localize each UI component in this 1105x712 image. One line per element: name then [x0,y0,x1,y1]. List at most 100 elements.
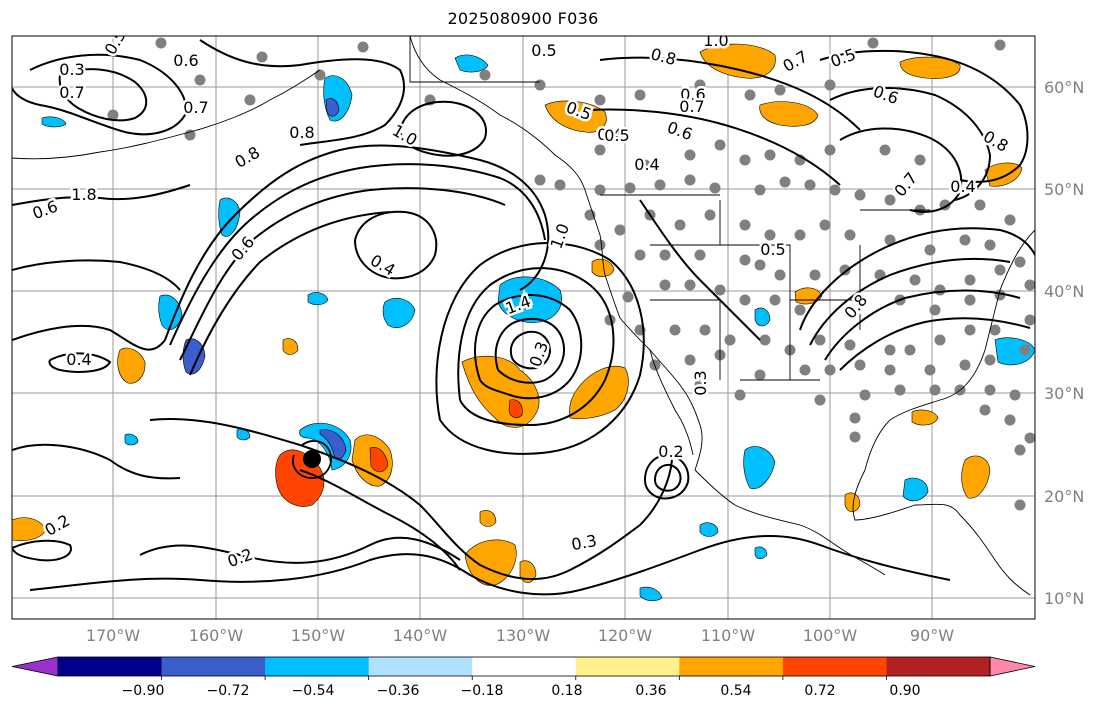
contour-line [599,56,861,131]
station-dot [754,369,766,381]
contour-label-halo: 0.7 [183,98,208,117]
station-dot [674,219,686,231]
station-dot [914,154,926,166]
station-dot [1004,214,1016,226]
coastline-alaska-islands [12,69,321,160]
contour-label-halo: 0.2 [658,442,683,461]
contour-line [12,184,191,206]
contour-label: 0.4 [66,350,91,369]
station-dot [839,264,851,276]
contour-label-halo: 0.4 [66,350,91,369]
contour-line [639,199,761,341]
shade-positive [282,338,299,355]
shade-positive [911,409,939,426]
station-dot [934,284,946,296]
station-dot [964,294,976,306]
contour-line [179,187,506,361]
station-dot [994,264,1006,276]
lat-label: 30°N [1044,384,1085,403]
contour-label: 1.8 [71,185,96,204]
station-dot [774,84,786,96]
station-dot [799,364,811,376]
station-dot [764,149,776,161]
shade-positive [961,455,991,499]
colorbar-tick-label: 0.36 [635,683,667,699]
shade-negative [754,307,771,327]
lon-label: 140°W [392,626,448,645]
contour-line [494,318,565,384]
contour-label: 0.7 [679,97,704,116]
contour-label-halo: 0.6 [173,51,198,70]
station-dot [659,279,671,291]
map-border [11,35,1036,620]
shade-positive [519,560,537,583]
storm-center-marker [303,450,321,468]
station-dot [844,229,856,241]
station-dot [1014,499,1026,511]
shade-positive [479,510,497,527]
colorbar-tick-label: −0.90 [121,683,165,699]
colorbar-tick-label: −0.54 [291,683,335,699]
colorbar-tick-label: −0.36 [376,683,420,699]
station-dot [904,344,916,356]
station-dot [694,249,706,261]
station-dot [1004,414,1016,426]
colorbar-tick-label: 0.90 [889,683,921,699]
station-dot [754,259,766,271]
colorbar-extend-min [11,656,59,677]
station-dot [534,174,546,186]
station-dot [594,144,606,156]
station-dot [534,79,546,91]
station-dot [964,324,976,336]
contour-line [589,108,841,186]
lat-label: 20°N [1044,487,1085,506]
lon-label: 150°W [290,626,346,645]
station-dot [554,179,566,191]
contour-line [189,211,391,376]
colorbar-segment [161,657,266,676]
station-dot [694,79,706,91]
station-dot [744,89,756,101]
station-dot [929,384,941,396]
coastline-north-america [409,36,1035,596]
contour-line [354,210,438,280]
lon-label: 110°W [700,626,756,645]
station-dot [824,364,836,376]
station-dot [894,384,906,396]
station-dot [909,274,921,286]
station-dot [884,364,896,376]
station-dot [849,431,861,443]
contour-line [12,443,181,480]
station-dot [684,149,696,161]
station-dot [699,324,711,336]
colorbar-outline [57,656,991,677]
shade-negative [454,54,489,73]
colorbar-tick-label: 0.54 [720,683,752,699]
contour-label: 0.4 [634,155,659,174]
station-dot [849,412,861,424]
station-dots [107,37,1035,511]
station-dot [984,239,996,251]
colorbar-tick-label: −0.18 [460,683,504,699]
contour-label: 0.4 [597,125,622,144]
contour-line [12,259,181,291]
station-dot [594,94,606,106]
contour-label: 0.5 [604,126,629,145]
station-dot [884,234,896,246]
station-dot [984,354,996,366]
station-dot [814,394,826,406]
station-dot [709,182,721,194]
station-dot [1019,344,1031,356]
station-dot [814,334,826,346]
station-dot [739,154,751,166]
station-dot [809,269,821,281]
station-dot [724,334,736,346]
station-dot [624,182,636,194]
lat-label: 40°N [1044,282,1085,301]
shade-negative [307,292,329,306]
colorbar-segment [368,657,473,676]
lon-label: 90°W [909,626,955,645]
shade-negative [754,546,768,560]
station-dot [684,354,696,366]
